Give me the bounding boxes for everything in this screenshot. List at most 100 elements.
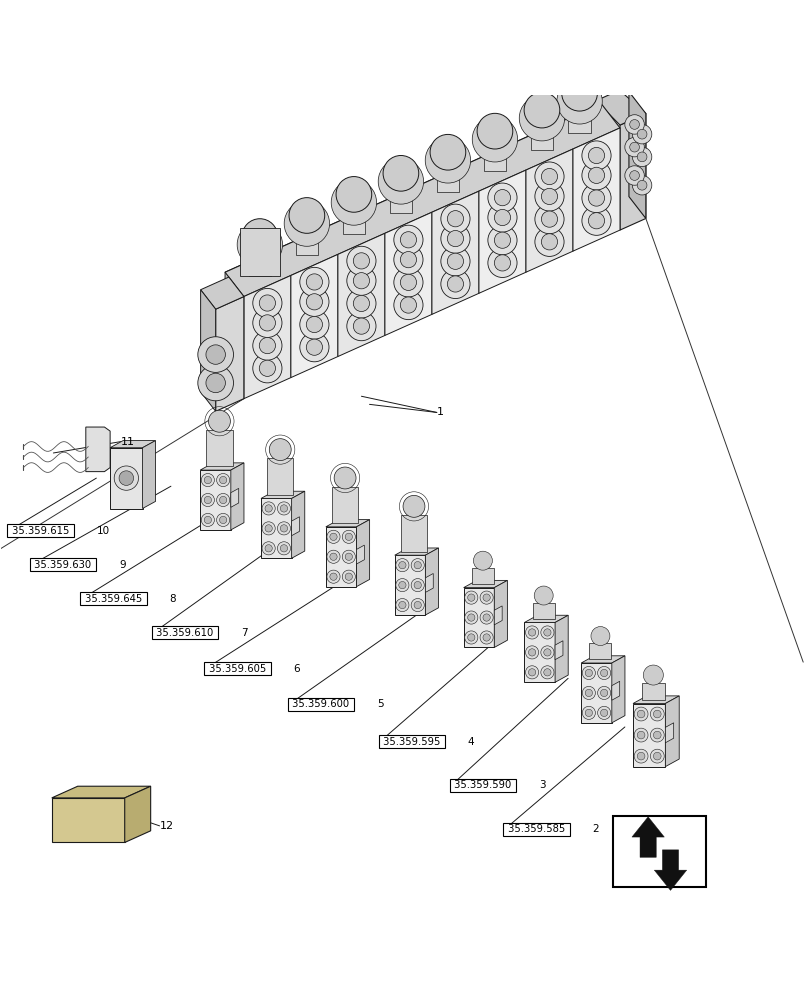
Circle shape (632, 176, 651, 195)
Polygon shape (620, 114, 645, 230)
Text: 7: 7 (240, 628, 247, 638)
Circle shape (581, 686, 594, 699)
Circle shape (543, 629, 551, 636)
Circle shape (206, 373, 225, 393)
Text: 35.359.615: 35.359.615 (9, 526, 72, 536)
Circle shape (632, 124, 651, 144)
Circle shape (467, 594, 474, 601)
Circle shape (581, 206, 611, 235)
Circle shape (494, 209, 510, 226)
Circle shape (414, 562, 421, 569)
Circle shape (219, 516, 226, 524)
Circle shape (637, 152, 646, 162)
Circle shape (393, 245, 423, 274)
Circle shape (633, 749, 647, 763)
Circle shape (556, 79, 602, 124)
Text: 5: 5 (376, 699, 383, 709)
Circle shape (237, 222, 282, 267)
Circle shape (259, 315, 275, 331)
Polygon shape (225, 104, 620, 297)
Circle shape (543, 649, 551, 656)
Circle shape (440, 247, 470, 276)
Text: 35.359.610: 35.359.610 (153, 628, 217, 638)
Circle shape (299, 267, 328, 297)
Circle shape (306, 294, 322, 310)
Circle shape (483, 594, 490, 601)
Circle shape (525, 666, 538, 679)
Polygon shape (394, 548, 438, 555)
Text: 8: 8 (169, 594, 176, 604)
Circle shape (259, 337, 275, 354)
Circle shape (345, 553, 352, 560)
Polygon shape (291, 517, 299, 536)
Polygon shape (664, 696, 678, 767)
Circle shape (400, 297, 416, 313)
Circle shape (581, 183, 611, 213)
Circle shape (440, 204, 470, 233)
Circle shape (306, 316, 322, 333)
Circle shape (523, 92, 559, 128)
Polygon shape (524, 622, 555, 682)
Circle shape (346, 246, 375, 275)
Circle shape (629, 120, 638, 129)
Polygon shape (384, 212, 431, 335)
Circle shape (597, 706, 610, 719)
Polygon shape (581, 656, 624, 663)
Polygon shape (230, 488, 238, 507)
Circle shape (541, 168, 557, 185)
Polygon shape (471, 568, 493, 584)
Polygon shape (325, 520, 369, 527)
Circle shape (483, 614, 490, 621)
Circle shape (650, 728, 663, 742)
Polygon shape (436, 152, 459, 192)
Circle shape (430, 134, 466, 170)
Circle shape (353, 253, 369, 269)
Text: 10: 10 (97, 526, 109, 536)
Polygon shape (595, 90, 645, 125)
Circle shape (329, 533, 337, 540)
Circle shape (410, 559, 424, 572)
Circle shape (242, 219, 277, 254)
Circle shape (653, 710, 660, 718)
Circle shape (393, 268, 423, 297)
Circle shape (280, 545, 287, 552)
Polygon shape (110, 441, 156, 448)
Circle shape (346, 266, 375, 295)
Polygon shape (555, 615, 568, 682)
Circle shape (329, 553, 337, 560)
Circle shape (581, 706, 594, 719)
Polygon shape (573, 128, 620, 251)
Circle shape (345, 533, 352, 540)
Circle shape (637, 752, 644, 760)
Polygon shape (425, 548, 438, 615)
Circle shape (306, 274, 322, 290)
Polygon shape (239, 228, 280, 276)
Circle shape (206, 345, 225, 364)
Circle shape (345, 573, 352, 580)
Circle shape (650, 707, 663, 721)
Polygon shape (530, 110, 552, 150)
Circle shape (277, 502, 290, 515)
Circle shape (327, 570, 340, 583)
Circle shape (440, 224, 470, 253)
Circle shape (581, 161, 611, 190)
Circle shape (588, 190, 604, 206)
Polygon shape (291, 491, 304, 558)
Circle shape (395, 559, 409, 572)
Polygon shape (589, 643, 611, 659)
Circle shape (204, 516, 211, 524)
Text: 35.359.605: 35.359.605 (205, 664, 268, 674)
Circle shape (629, 142, 638, 152)
Polygon shape (230, 463, 243, 530)
Text: 35.359.585: 35.359.585 (504, 824, 568, 834)
Polygon shape (654, 850, 686, 890)
Circle shape (464, 591, 477, 604)
Polygon shape (260, 491, 304, 498)
Circle shape (633, 728, 647, 742)
Circle shape (306, 339, 322, 355)
Circle shape (633, 707, 647, 721)
Circle shape (487, 183, 517, 212)
Circle shape (534, 182, 564, 211)
Circle shape (518, 96, 564, 141)
Circle shape (280, 505, 287, 512)
